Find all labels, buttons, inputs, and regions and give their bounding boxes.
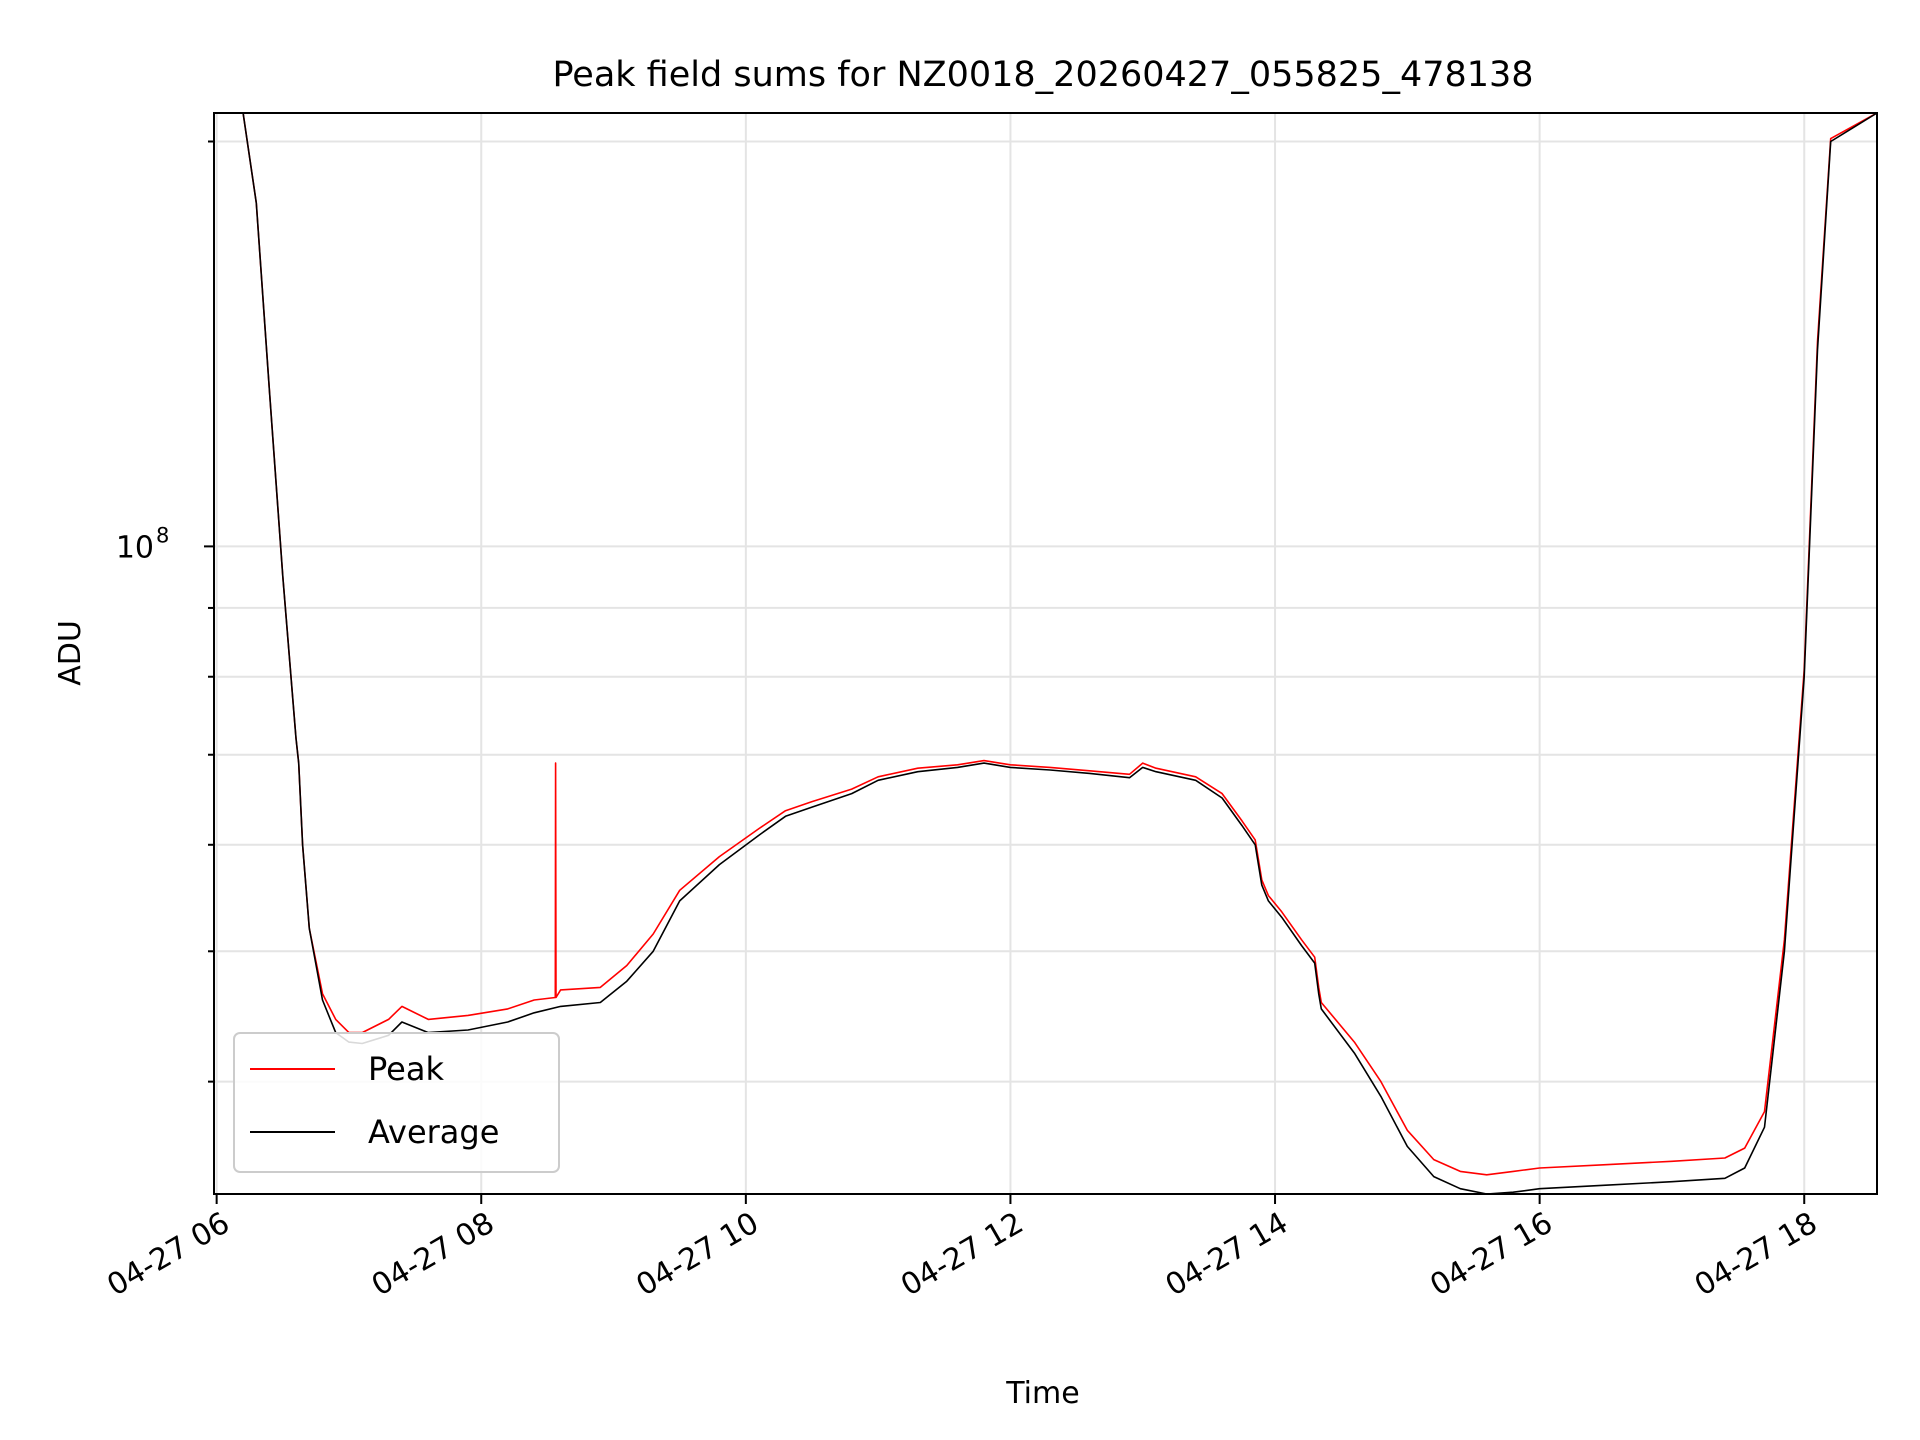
y-tick-label: 10 — [116, 530, 154, 565]
legend-label-peak: Peak — [368, 1050, 444, 1088]
y-axis: 10 8 — [116, 140, 214, 1083]
chart-title: Peak field sums for NZ0018_20260427_0558… — [552, 55, 1533, 95]
plot-frame — [213, 112, 1878, 1195]
legend-label-average: Average — [368, 1113, 499, 1151]
y-axis-label: ADU — [53, 620, 88, 686]
grid-lines — [214, 113, 1877, 1194]
y-tick-label-exponent: 8 — [156, 523, 169, 547]
x-axis-label: Time — [1005, 1376, 1079, 1411]
legend-box — [233, 1032, 560, 1173]
legend: Peak Average — [233, 1032, 560, 1173]
